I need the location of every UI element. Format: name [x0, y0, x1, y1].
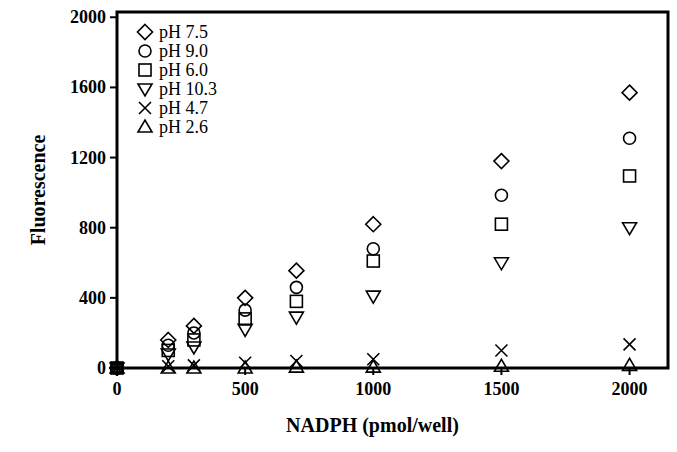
point — [366, 217, 381, 232]
x-axis-title: NADPH (pmol/well) — [286, 414, 459, 437]
point — [239, 313, 251, 325]
point — [188, 327, 200, 339]
legend-marker — [139, 45, 151, 57]
series — [111, 170, 636, 374]
point — [624, 132, 636, 144]
series — [111, 132, 636, 374]
chart-root: 0 400 800 1200 1600 2000 0 500 1000 1500 2000 NADPH… — [0, 0, 677, 452]
point — [366, 291, 380, 303]
point — [289, 263, 304, 278]
legend-marker — [138, 25, 153, 40]
point — [367, 255, 379, 267]
point — [290, 295, 302, 307]
chart: 0 400 800 1200 1600 2000 0 500 1000 1500 2000 NADPH… — [0, 0, 677, 452]
series — [110, 85, 638, 375]
y-axis-title: Fluorescence — [27, 135, 49, 246]
legend-label: pH 4.7 — [159, 98, 208, 118]
plot-area — [110, 85, 638, 375]
legend-label: pH 9.0 — [159, 41, 208, 61]
point — [495, 189, 507, 201]
legend-label: pH 6.0 — [159, 60, 208, 80]
x-tick-label: 1000 — [355, 379, 391, 399]
point — [494, 258, 508, 270]
series — [110, 358, 637, 373]
point — [239, 304, 251, 316]
point — [622, 85, 637, 100]
point — [289, 312, 303, 324]
point — [289, 360, 303, 372]
point — [238, 290, 253, 305]
point — [494, 154, 509, 169]
point — [495, 218, 507, 230]
legend-label: pH 10.3 — [159, 79, 217, 99]
y-tick-label: 800 — [79, 218, 106, 238]
legend-marker — [138, 120, 152, 132]
legend-label: pH 2.6 — [159, 117, 208, 137]
point — [367, 243, 379, 255]
point — [187, 342, 201, 354]
point — [623, 223, 637, 235]
x-tick-label: 500 — [232, 379, 259, 399]
point — [188, 334, 200, 346]
legend-label: pH 7.5 — [159, 22, 208, 42]
x-tick-label: 0 — [113, 379, 122, 399]
point — [366, 360, 380, 372]
series — [110, 223, 637, 375]
x-tick-label: 1500 — [483, 379, 519, 399]
point — [162, 360, 174, 372]
y-tick-label: 2000 — [70, 7, 106, 27]
point — [238, 324, 252, 336]
legend-marker — [139, 64, 151, 76]
y-tick-label: 1600 — [70, 77, 106, 97]
x-tick-label: 2000 — [612, 379, 648, 399]
legend-marker — [139, 102, 151, 114]
legend-marker — [138, 84, 152, 96]
plot-frame — [117, 12, 668, 368]
point — [624, 170, 636, 182]
y-tick-label: 400 — [79, 288, 106, 308]
legend: pH 7.5pH 9.0pH 6.0pH 10.3pH 4.7pH 2.6 — [138, 22, 218, 137]
point — [624, 338, 636, 350]
y-tick-label: 0 — [97, 358, 106, 378]
point — [495, 344, 507, 356]
y-tick-label: 1200 — [70, 148, 106, 168]
point — [290, 281, 302, 293]
point — [161, 349, 175, 361]
